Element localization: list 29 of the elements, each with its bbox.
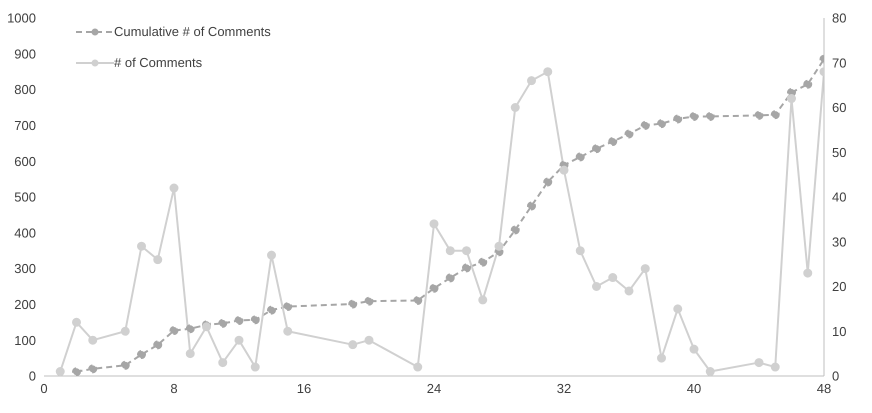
- y2-tick-label: 70: [832, 55, 846, 70]
- x-tick-label: 40: [686, 381, 702, 396]
- y-tick-label: 400: [14, 225, 36, 240]
- y-tick-label: 1000: [7, 10, 36, 26]
- y-tick-label: 700: [14, 118, 36, 134]
- legend-label: # of Comments: [114, 55, 202, 70]
- y2-tick-label: 0: [832, 368, 840, 384]
- x-tick-label: 8: [170, 381, 178, 396]
- y-tick-label: 200: [14, 297, 36, 312]
- x-tick-label: 0: [40, 381, 48, 396]
- y-tick-label: 900: [14, 46, 36, 62]
- y-tick-label: 500: [14, 190, 36, 205]
- y-tick-label: 600: [14, 154, 36, 169]
- y2-tick-label: 80: [832, 10, 846, 26]
- y-tick-label: 0: [28, 368, 36, 384]
- x-tick-label: 48: [816, 381, 832, 396]
- x-tick-label: 24: [426, 381, 442, 396]
- y-tick-label: 800: [14, 82, 36, 98]
- x-tick-label: 16: [296, 381, 312, 396]
- y2-tick-label: 30: [832, 234, 846, 250]
- legend-label: Cumulative # of Comments: [114, 24, 271, 39]
- y2-tick-label: 40: [832, 190, 846, 205]
- y-tick-label: 300: [14, 261, 36, 276]
- x-tick-label: 32: [556, 381, 572, 396]
- y2-tick-label: 50: [832, 144, 846, 160]
- y2-tick-label: 20: [832, 279, 846, 294]
- y-tick-label: 100: [14, 332, 36, 348]
- y2-tick-label: 10: [832, 324, 846, 339]
- y2-tick-label: 60: [832, 100, 846, 116]
